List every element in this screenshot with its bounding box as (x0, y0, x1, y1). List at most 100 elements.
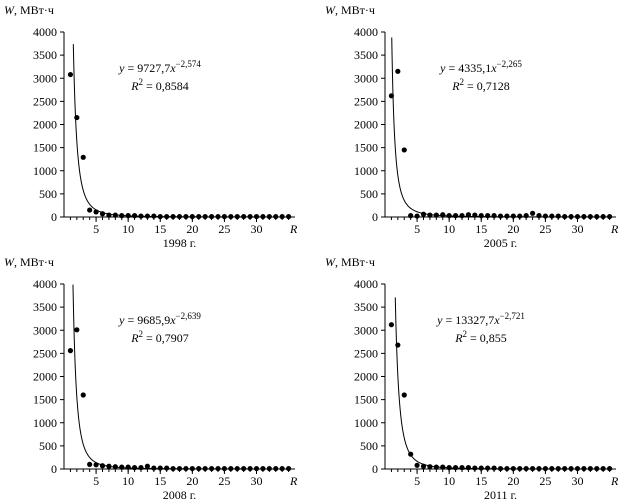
data-point (247, 213, 253, 220)
x-tick-label: 15 (475, 474, 487, 488)
data-point (157, 465, 163, 471)
data-point (87, 207, 93, 213)
x-tick-label: 10 (443, 222, 455, 236)
y-tick-label: 500 (39, 439, 57, 453)
data-point (138, 465, 144, 471)
power-fit-curve (72, 44, 289, 218)
data-point (414, 213, 420, 219)
data-point (427, 212, 433, 218)
y-tick-label: 4000 (33, 25, 57, 39)
x-tick-label: 5 (93, 222, 99, 236)
data-point (74, 114, 80, 121)
y-tick-label: 3000 (33, 71, 57, 85)
data-point (465, 212, 472, 218)
data-point (80, 154, 86, 160)
data-point (67, 71, 74, 78)
data-point (119, 464, 125, 470)
y-tick-label: 2500 (33, 94, 57, 108)
data-point (529, 210, 536, 216)
x-tick-label: 5 (414, 222, 420, 236)
data-point (478, 465, 484, 471)
data-point (574, 465, 581, 472)
y-tick-label: 4000 (354, 277, 378, 291)
data-point (433, 212, 439, 218)
data-point (183, 465, 189, 472)
data-point (151, 465, 157, 471)
data-point (408, 213, 414, 219)
y-tick-label: 4000 (33, 277, 57, 291)
data-point (93, 209, 99, 215)
data-point (208, 213, 215, 220)
y-tick-label: 1000 (33, 164, 57, 178)
x-axis-label: R (289, 222, 298, 236)
fit-equation: y = 9685,9x−2,639 (118, 311, 201, 327)
data-point (420, 211, 427, 217)
x-tick-label: 20 (507, 222, 519, 236)
x-tick-label: 10 (122, 474, 134, 488)
data-point (144, 213, 151, 219)
y-axis-label: W, МВт·ч (4, 255, 54, 269)
x-tick-label: 15 (154, 474, 166, 488)
data-point (234, 213, 240, 220)
y-tick-label: 2500 (354, 346, 378, 360)
data-point (562, 465, 568, 472)
data-point (568, 213, 574, 220)
fit-equation: y = 9727,7x−2,574 (118, 59, 201, 75)
x-tick-label: 25 (218, 222, 230, 236)
data-point (87, 461, 93, 467)
y-tick-label: 3500 (33, 48, 57, 62)
data-point (523, 465, 529, 472)
x-tick-label: 10 (443, 474, 455, 488)
data-point (517, 213, 523, 219)
data-point (247, 465, 253, 472)
data-point (131, 213, 138, 219)
x-tick-label: 30 (251, 474, 263, 488)
data-point (465, 465, 472, 471)
data-point (228, 213, 234, 220)
data-point (241, 213, 247, 220)
data-point (478, 213, 484, 219)
data-point (170, 465, 176, 472)
data-point (459, 213, 465, 219)
x-tick-label: 5 (93, 474, 99, 488)
data-point (452, 213, 459, 219)
data-point (189, 213, 195, 220)
data-point (93, 462, 99, 468)
data-point (164, 465, 170, 471)
data-point (395, 68, 401, 74)
data-point (600, 213, 606, 220)
data-point (112, 464, 118, 470)
data-point (510, 213, 516, 219)
y-tick-label: 0 (51, 462, 57, 476)
y-tick-label: 0 (372, 462, 378, 476)
data-point (446, 213, 452, 219)
data-point (189, 465, 195, 472)
data-point (285, 213, 292, 220)
data-point (485, 465, 491, 471)
x-tick-label: 20 (507, 474, 519, 488)
data-point (581, 465, 587, 472)
x-tick-label: 30 (572, 474, 584, 488)
data-point (125, 213, 131, 219)
y-tick-label: 0 (51, 210, 57, 224)
y-tick-label: 2500 (354, 94, 378, 108)
data-point (215, 213, 221, 220)
data-point (562, 213, 568, 220)
data-point (279, 465, 285, 472)
y-tick-label: 2000 (33, 118, 57, 132)
x-tick-label: 15 (475, 222, 487, 236)
data-point (253, 465, 260, 472)
data-point (125, 464, 131, 470)
data-point (106, 463, 112, 469)
data-point (112, 212, 118, 218)
data-point (266, 465, 272, 472)
data-point (529, 465, 536, 472)
y-tick-label: 2500 (33, 346, 57, 360)
y-tick-label: 1500 (33, 141, 57, 155)
data-point (99, 463, 106, 469)
data-point (606, 465, 613, 472)
r-squared: R2 = 0,7907 (130, 329, 189, 345)
scatter-chart-2011: W, МВт·ч 0 500 1000 1500 2000 2500 3000 3500 4000… (325, 255, 619, 502)
data-point (420, 463, 427, 469)
data-point (67, 348, 74, 354)
